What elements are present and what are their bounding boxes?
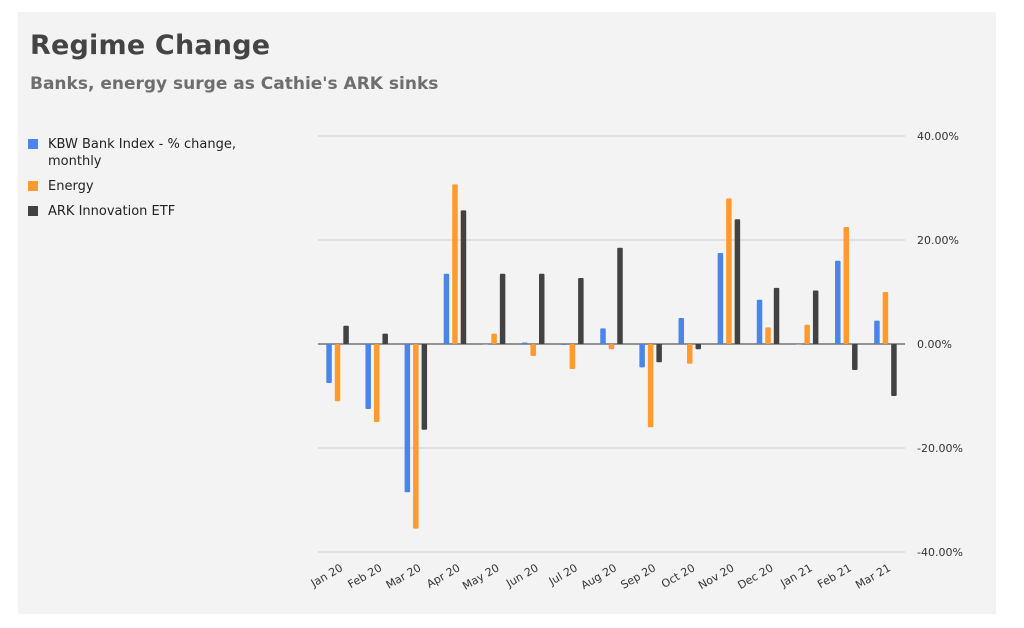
bar[interactable] [538,273,545,344]
x-tick-label: Apr 20 [424,561,462,591]
bar[interactable] [578,277,584,344]
bar[interactable] [695,344,702,350]
bar[interactable] [812,290,819,344]
x-tick-label: Dec 20 [735,561,775,592]
bar[interactable] [343,325,349,344]
bar[interactable] [804,324,810,344]
bar[interactable] [843,227,850,344]
bar[interactable] [452,184,458,344]
bar[interactable] [413,344,419,529]
bar[interactable] [561,344,567,346]
y-tick-label: -20.00% [917,442,963,455]
bar[interactable] [421,344,428,430]
bar[interactable] [734,219,741,344]
bar[interactable] [795,344,802,345]
x-tick-label: Jan 21 [777,561,814,590]
bar[interactable] [726,198,732,344]
legend-label-kbw: KBW Bank Index - % change, monthly [48,137,236,169]
bar[interactable] [365,344,371,409]
bar[interactable] [852,344,858,370]
bar[interactable] [639,344,645,368]
legend-item-kbw[interactable]: KBW Bank Index - % change, monthly [28,136,278,170]
x-tick-label: Nov 20 [696,561,736,592]
x-tick-label: Aug 20 [579,561,619,592]
legend-swatch-ark [28,206,38,216]
bar[interactable] [600,328,606,344]
y-tick-label: 20.00% [917,234,959,247]
legend: KBW Bank Index - % change, monthly Energ… [28,136,278,228]
bar[interactable] [678,318,685,344]
legend-label-energy: Energy [48,179,94,194]
y-tick-label: -40.00% [917,546,963,559]
x-tick-label: Jul 20 [546,561,580,588]
bar[interactable] [404,344,411,493]
x-tick-label: Feb 20 [346,561,385,591]
x-tick-label: Jun 20 [503,561,540,590]
bar[interactable] [617,247,623,344]
bar[interactable] [773,287,780,344]
x-tick-label: Feb 21 [815,561,854,591]
legend-swatch-energy [28,181,38,191]
bar[interactable] [530,344,536,356]
bar[interactable] [765,327,771,344]
bar[interactable] [443,273,450,344]
y-tick-label: 40.00% [917,130,959,143]
bar[interactable] [882,292,889,344]
bar[interactable] [656,344,662,363]
bar[interactable] [382,333,388,344]
x-tick-label: Sep 20 [619,561,659,591]
bar[interactable] [491,333,497,344]
bar[interactable] [334,344,341,402]
bar[interactable] [373,344,380,422]
chart-subtitle: Banks, energy surge as Cathie's ARK sink… [30,74,439,94]
bar[interactable] [482,344,489,345]
bar[interactable] [326,344,332,383]
bar[interactable] [835,260,841,344]
bar[interactable] [891,344,897,396]
bar[interactable] [608,344,615,350]
x-tick-label: Jan 20 [308,561,345,590]
legend-swatch-kbw [28,139,38,149]
legend-item-energy[interactable]: Energy [28,178,278,195]
bar[interactable] [569,344,576,369]
bar[interactable] [460,210,467,344]
y-tick-label: 0.00% [917,338,952,351]
bar[interactable] [647,344,654,428]
bar[interactable] [687,344,693,364]
bar[interactable] [717,253,724,344]
bar[interactable] [499,273,506,344]
x-tick-label: May 20 [460,561,501,592]
chart-title: Regime Change [30,30,271,61]
bar[interactable] [521,342,528,344]
bar[interactable] [874,320,880,344]
chart-card [18,12,996,614]
x-tick-label: Mar 21 [853,561,893,591]
bar[interactable] [756,299,763,344]
legend-label-ark: ARK Innovation ETF [48,204,176,219]
legend-item-ark[interactable]: ARK Innovation ETF [28,203,278,220]
x-tick-label: Oct 20 [659,561,697,591]
x-tick-label: Mar 20 [384,561,424,591]
